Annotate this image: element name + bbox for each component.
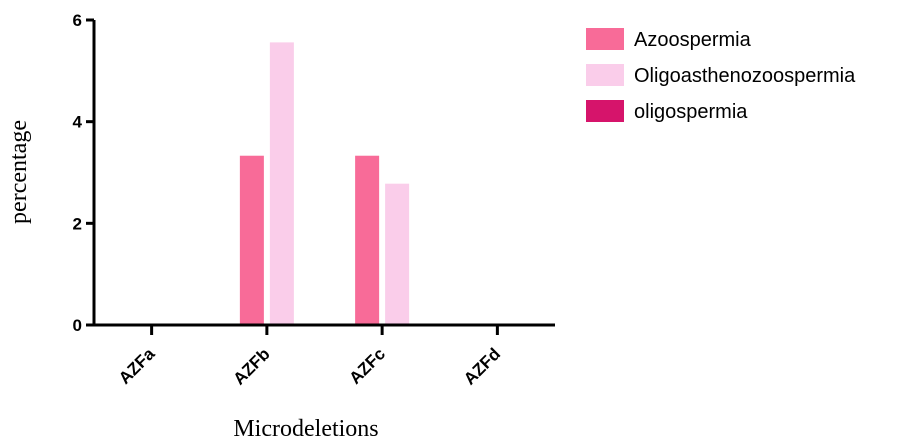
y-axis-title: percentage [6, 120, 32, 224]
legend-swatch [586, 64, 624, 86]
y-tick-label: 2 [73, 214, 82, 233]
y-ticks: 0 2 4 6 [73, 11, 94, 335]
x-tick-label: AZFa [115, 344, 159, 388]
x-ticks: AZFa AZFb AZFc AZFd [115, 325, 504, 389]
bar-azfc-oligoasthenozoospermia [385, 183, 410, 325]
legend-label: Azoospermia [634, 29, 752, 51]
bars-layer [239, 42, 410, 325]
y-tick-label: 0 [73, 316, 82, 335]
x-tick-label: AZFb [230, 344, 274, 388]
bar-azfb-azoospermia [239, 155, 264, 325]
x-axis-title: Microdeletions [233, 416, 378, 441]
y-tick-label: 6 [73, 11, 82, 30]
legend-label: Oligoasthenozoospermia [634, 65, 856, 87]
y-tick-label: 4 [73, 113, 83, 132]
legend-swatch [586, 100, 624, 122]
legend: Azoospermia Oligoasthenozoospermia oligosp… [586, 28, 856, 123]
x-tick-label: AZFd [460, 344, 504, 388]
legend-label: oligospermia [634, 101, 748, 123]
bar-azfc-azoospermia [355, 155, 380, 325]
bar-azfb-oligoasthenozoospermia [269, 42, 294, 325]
x-tick-label: AZFc [345, 344, 388, 387]
legend-swatch [586, 28, 624, 50]
